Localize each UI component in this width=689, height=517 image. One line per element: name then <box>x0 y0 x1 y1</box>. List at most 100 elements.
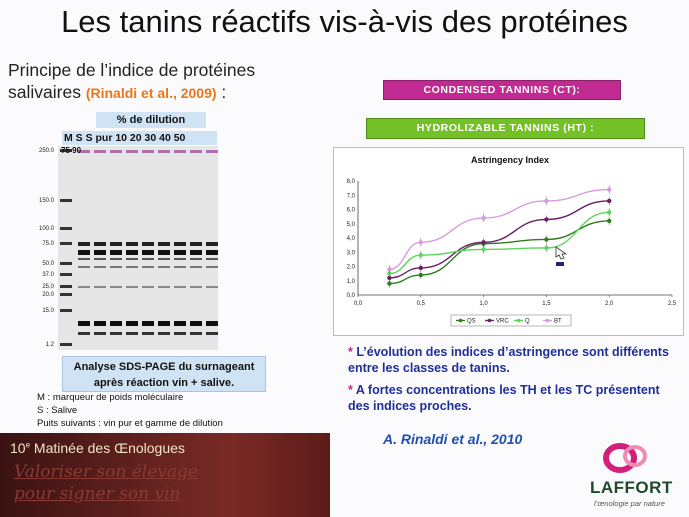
gel-lane-top <box>126 150 138 153</box>
gel-band <box>94 286 106 288</box>
data-point-bt <box>387 267 392 272</box>
gel-marker-label: 20.0 <box>42 292 54 298</box>
legend-label-q: Q <box>525 319 530 325</box>
chart-legend-box <box>450 314 572 327</box>
subtitle-line2: salivaires (Rinaldi et al., 2009) : <box>8 82 226 103</box>
lane-labels: M S S pur 10 20 30 40 50 <box>62 131 217 145</box>
laffort-logo-icon <box>603 443 647 473</box>
dilution-header: % de dilution <box>96 112 206 128</box>
lane-values: 75 90 <box>61 146 82 155</box>
gel-band <box>158 332 170 335</box>
gel-band <box>142 266 154 268</box>
data-point-bt <box>418 240 423 245</box>
legend-marker <box>458 318 463 323</box>
gel-band <box>126 266 138 268</box>
y-tick-label: 8,0 <box>347 179 356 185</box>
gel-band <box>158 321 170 326</box>
bullet-2-text: A fortes concentrations les TH et les TC… <box>348 383 660 413</box>
bullet-1-text: L’évolution des indices d’astringence so… <box>348 345 669 375</box>
y-tick-label: 3,0 <box>347 250 356 256</box>
legend-marker <box>545 318 550 323</box>
chart-title: Astringency Index <box>471 155 549 165</box>
x-tick-label: 2,0 <box>605 301 614 307</box>
y-tick-label: 2,0 <box>347 265 356 271</box>
x-tick-label: 0,5 <box>417 301 426 307</box>
gel-band <box>94 321 106 326</box>
gel-band <box>190 321 202 326</box>
hydrolizable-tannins-label: HYDROLIZABLE TANNINS (HT) : <box>366 118 645 139</box>
gel-marker-label: 100.0 <box>39 226 55 232</box>
gel-band <box>206 250 218 255</box>
data-point-q <box>387 271 392 276</box>
event-banner <box>0 433 330 517</box>
gel-band <box>206 266 218 268</box>
gel-band <box>142 242 154 246</box>
gel-band <box>190 266 202 268</box>
banner-number: 10 <box>10 440 26 456</box>
gel-band <box>142 321 154 326</box>
gel-band <box>174 242 186 246</box>
gel-band <box>110 266 122 268</box>
condensed-tannins-label: CONDENSED TANNINS (CT): <box>383 80 621 100</box>
banner-script-2: pour signer son vin <box>14 484 181 504</box>
bullet-2: * A fortes concentrations les TH et les … <box>348 382 684 414</box>
gel-band <box>94 250 106 255</box>
gel-band <box>174 332 186 335</box>
legend-marker <box>487 318 492 323</box>
y-tick-label: 7,0 <box>347 193 356 199</box>
gel-lane-top <box>174 150 186 153</box>
subtitle-text: salivaires <box>8 82 81 102</box>
y-tick-label: 5,0 <box>347 222 356 228</box>
gel-band <box>78 266 90 268</box>
gel-lane-top <box>206 150 218 153</box>
gel-band <box>78 242 90 246</box>
data-point-q <box>607 210 612 215</box>
gel-legend-s: S : Salive <box>37 405 78 416</box>
gel-band <box>158 242 170 246</box>
gel-band <box>206 258 218 260</box>
gel-band <box>142 286 154 288</box>
y-tick-label: 4,0 <box>347 236 356 242</box>
x-tick-label: 2,5 <box>668 301 677 307</box>
gel-band <box>110 250 122 255</box>
gel-band <box>78 250 90 255</box>
series-line-bt <box>389 188 610 271</box>
y-tick-label: 0,0 <box>347 293 356 299</box>
gel-marker-label: 75.0 <box>42 241 54 247</box>
data-point-vrc <box>418 265 423 271</box>
bullet-star: * <box>348 345 353 359</box>
gel-legend-m: M : marqueur de poids moléculaire <box>37 392 184 403</box>
gel-lane-top <box>110 150 122 153</box>
gel-band <box>206 242 218 246</box>
logo-tagline: l’œnologie par nature <box>594 499 665 508</box>
gel-marker-band <box>60 309 72 312</box>
gel-band <box>158 258 170 260</box>
gel-legend-wells: Puits suivants : vin pur et gamme de dil… <box>37 418 223 429</box>
gel-band <box>110 242 122 246</box>
data-point-q <box>544 245 549 251</box>
data-point-vrc <box>607 198 612 204</box>
data-point-qs <box>544 237 549 242</box>
astringency-index-chart: Astringency Index 0,0 1,0 2,0 3,0 4,0 5,0 6,0 7… <box>333 147 684 336</box>
data-point-vrc <box>481 240 486 245</box>
gel-band <box>190 250 202 255</box>
subtitle-citation: (Rinaldi et al., 2009) <box>85 85 217 101</box>
gel-band <box>142 332 154 335</box>
gel-band <box>126 332 138 335</box>
banner-title: 10e Matinée des Œnologues <box>10 440 185 456</box>
gel-band <box>110 332 122 335</box>
data-point-vrc <box>544 217 549 222</box>
subtitle-line1: Principe de l’indice de protéines <box>8 60 256 80</box>
slide-title: Les tanins réactifs vis-à-vis des protéi… <box>61 4 628 39</box>
banner-script-1: Valoriser son élevage <box>14 462 198 482</box>
reference: A. Rinaldi et al., 2010 <box>383 431 523 447</box>
series-line-vrc <box>389 200 610 279</box>
gel-band <box>174 266 186 268</box>
bullet-1: * L’évolution des indices d’astringence … <box>348 344 684 376</box>
gel-lane-top <box>142 150 154 153</box>
gel-band <box>126 286 138 288</box>
gel-band <box>110 321 122 326</box>
gel-marker-label: 150.0 <box>39 198 55 204</box>
data-point-bt <box>481 215 486 221</box>
gel-band <box>206 286 218 288</box>
